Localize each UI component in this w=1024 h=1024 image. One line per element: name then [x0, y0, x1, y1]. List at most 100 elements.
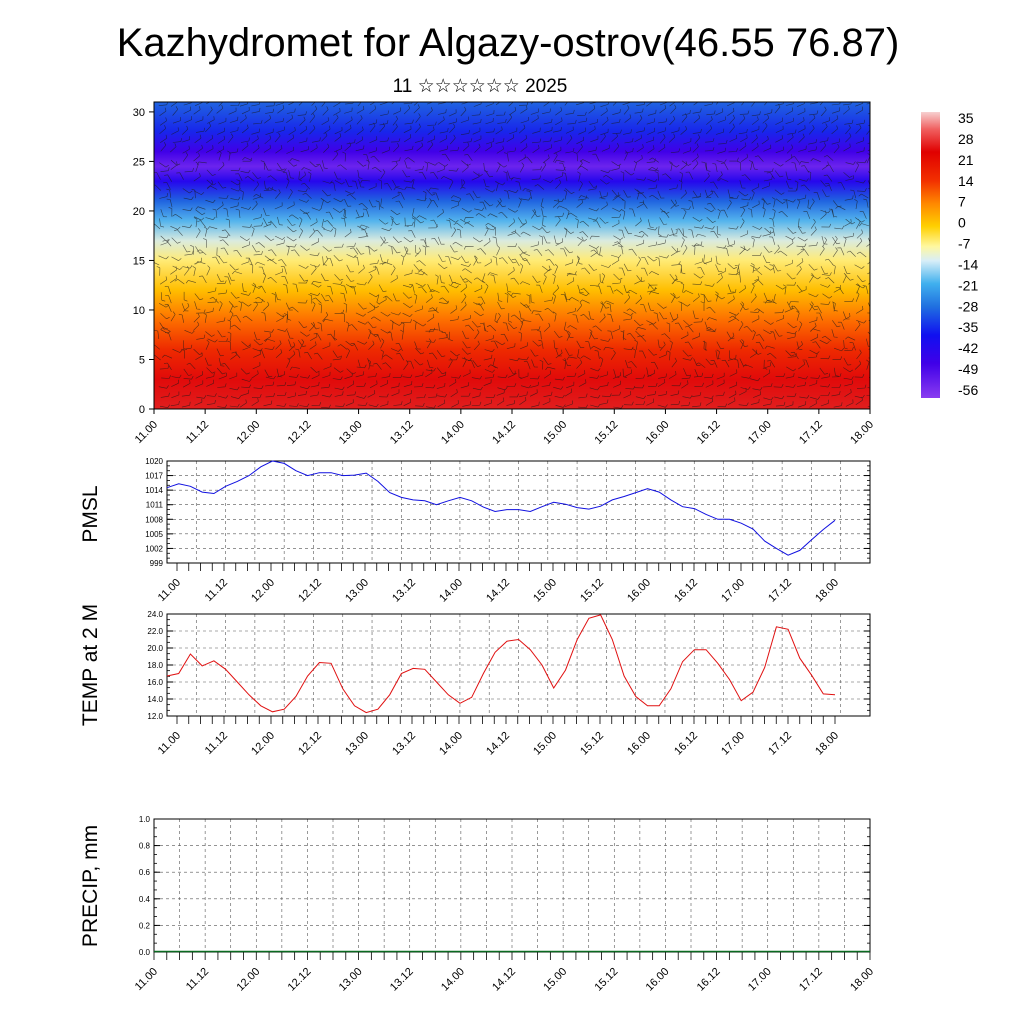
- y-tick-label: 999: [150, 559, 164, 568]
- y-tick-label: 0.8: [139, 842, 151, 851]
- heatmap-x-tick-label: 14.12: [490, 419, 518, 447]
- x-tick-label: 11.12: [203, 730, 230, 757]
- y-tick-label: 1.0: [139, 815, 151, 824]
- temperature-series-line: [166, 614, 836, 714]
- precip-panel: PRECIP, mm 1.0 0.8 0.6 0.4 0.2 0.0 11.00 11.12 1…: [79, 815, 876, 994]
- heatmap-y-tick-label: 10: [133, 305, 145, 317]
- x-tick-label: 12.00: [249, 577, 277, 605]
- x-tick-label: 17.00: [719, 577, 747, 605]
- heatmap-y-tick-label: 30: [133, 107, 145, 119]
- x-tick-label: 13.00: [343, 577, 371, 605]
- x-tick-label: 17.00: [746, 966, 774, 994]
- x-tick-label: 15.00: [531, 730, 559, 758]
- x-tick-label: 15.00: [541, 966, 569, 994]
- heatmap-x-tick-label: 15.12: [592, 419, 620, 447]
- colorbar-label: -49: [958, 361, 978, 377]
- x-tick-label: 16.12: [672, 730, 700, 758]
- page-subtitle: 11 ☆☆☆☆☆☆ 2025: [393, 76, 568, 97]
- x-tick-label: 13.12: [388, 966, 416, 994]
- heatmap-x-tick-label: 16.00: [644, 419, 672, 447]
- x-tick-label: 16.12: [672, 577, 700, 605]
- x-tick-label: 16.00: [644, 966, 672, 994]
- colorbar-label: -56: [958, 382, 978, 398]
- x-tick-label: 16.12: [695, 966, 723, 994]
- pmsl-panel: PMSL 1020 1017 1014 1011 1008 1005 1002 999 11.0…: [79, 457, 871, 605]
- heatmap-x-tick-label: 11.00: [133, 419, 160, 446]
- y-tick-label: 14.0: [147, 695, 163, 704]
- temperature-panel: TEMP at 2 M 24.0 22.0 20.0 18.0 16.0 14.0 12.0…: [79, 604, 871, 758]
- y-tick-label: 0.6: [139, 868, 151, 877]
- x-tick-label: 14.12: [484, 577, 512, 605]
- x-tick-label: 11.12: [203, 577, 230, 604]
- colorbar: 35 28 21 14 7 0 -7 -14 -21 -28 -35 -42 -49 -56: [921, 110, 978, 398]
- colorbar-label: -21: [958, 277, 978, 293]
- y-tick-label: 0.4: [139, 895, 151, 904]
- x-tick-label: 15.12: [578, 577, 606, 605]
- x-tick-label: 11.00: [133, 966, 160, 993]
- colorbar-gradient: [921, 112, 940, 398]
- x-tick-label: 15.12: [592, 966, 620, 994]
- x-tick-label: 12.12: [296, 730, 324, 758]
- y-tick-label: 16.0: [147, 678, 163, 687]
- pmsl-axis-label: PMSL: [79, 485, 102, 542]
- heatmap-x-tick-label: 17.00: [746, 419, 774, 447]
- pmsl-frame: [166, 460, 871, 564]
- colorbar-label: -42: [958, 340, 978, 356]
- precip-axis-label: PRECIP, mm: [79, 825, 102, 947]
- x-tick-label: 18.00: [813, 730, 841, 758]
- colorbar-label: 35: [958, 110, 974, 126]
- x-tick-label: 11.00: [156, 730, 183, 757]
- x-tick-label: 15.12: [578, 730, 606, 758]
- x-tick-label: 12.00: [234, 966, 262, 994]
- heatmap-x-tick-label: 17.12: [797, 419, 825, 447]
- x-tick-label: 12.12: [286, 966, 314, 994]
- colorbar-label: 28: [958, 131, 974, 147]
- heatmap-x-tick-label: 15.00: [541, 419, 569, 447]
- colorbar-label: -7: [958, 236, 971, 252]
- colorbar-label: 21: [958, 152, 974, 168]
- heatmap-y-tick-label: 0: [139, 404, 145, 416]
- x-tick-label: 11.00: [156, 577, 183, 604]
- heatmap-x-tick-label: 12.00: [234, 419, 262, 447]
- heatmap-x-tick-label: 13.12: [388, 419, 416, 447]
- x-tick-label: 14.00: [437, 730, 465, 758]
- x-tick-label: 13.12: [390, 577, 418, 605]
- x-tick-label: 16.00: [625, 577, 653, 605]
- x-tick-label: 17.12: [766, 730, 794, 758]
- heatmap-x-tick-label: 14.00: [439, 419, 467, 447]
- x-tick-label: 13.12: [390, 730, 418, 758]
- y-tick-label: 22.0: [147, 627, 163, 636]
- y-tick-label: 1011: [146, 501, 164, 510]
- x-tick-label: 14.00: [437, 577, 465, 605]
- page-title: Kazhydromet for Algazy-ostrov(46.55 76.8…: [117, 21, 900, 65]
- x-tick-label: 14.00: [439, 966, 467, 994]
- heatmap-x-tick-label: 18.00: [848, 419, 876, 447]
- heatmap-y-tick-label: 15: [133, 255, 145, 267]
- y-tick-label: 1008: [145, 515, 163, 524]
- y-tick-label: 0.0: [139, 948, 151, 957]
- heatmap-x-tick-label: 12.12: [286, 419, 314, 447]
- y-tick-label: 0.2: [139, 921, 151, 930]
- x-tick-label: 14.12: [484, 730, 512, 758]
- colorbar-label: -28: [958, 298, 978, 314]
- x-tick-label: 17.12: [766, 577, 794, 605]
- x-tick-label: 13.00: [337, 966, 365, 994]
- y-tick-label: 1005: [145, 530, 163, 539]
- x-tick-label: 18.00: [813, 577, 841, 605]
- x-tick-label: 11.12: [184, 966, 211, 993]
- x-tick-label: 13.00: [343, 730, 371, 758]
- x-tick-label: 15.00: [531, 577, 559, 605]
- colorbar-label: 0: [958, 215, 966, 231]
- heatmap-x-tick-label: 13.00: [337, 419, 365, 447]
- y-tick-label: 24.0: [147, 610, 163, 619]
- temperature-axis-label: TEMP at 2 M: [79, 604, 102, 726]
- y-tick-label: 20.0: [147, 644, 163, 653]
- x-tick-label: 18.00: [848, 966, 876, 994]
- x-tick-label: 12.12: [296, 577, 324, 605]
- heatmap-x-tick-label: 16.12: [695, 419, 723, 447]
- x-tick-label: 12.00: [249, 730, 277, 758]
- y-tick-label: 1017: [145, 472, 163, 481]
- wind-barbs-path: [154, 102, 870, 409]
- heatmap-y-tick-label: 5: [139, 354, 145, 366]
